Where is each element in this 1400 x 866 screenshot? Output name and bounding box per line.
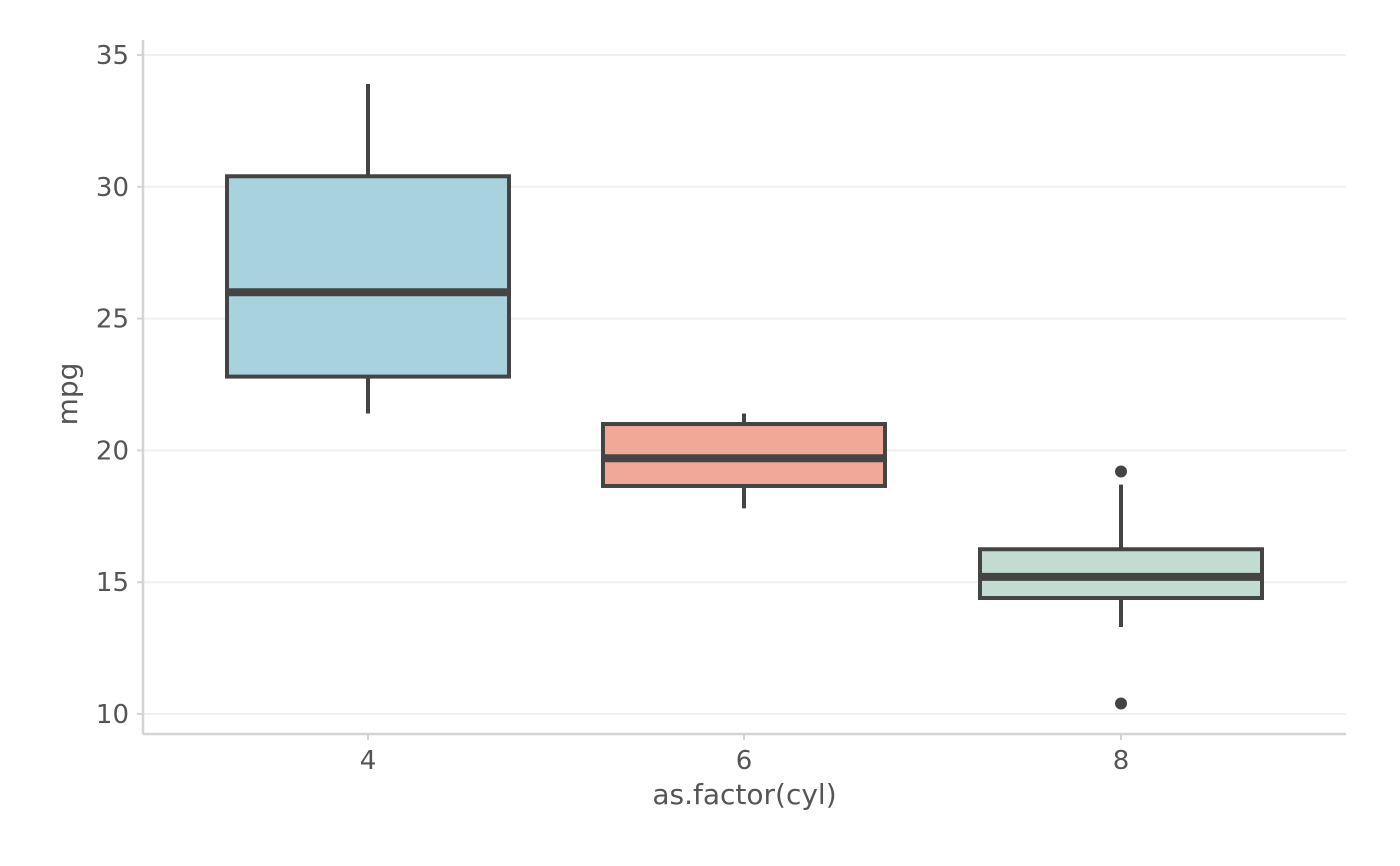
x-tick-label: 6 [736,746,753,776]
x-tick-label: 4 [360,746,377,776]
y-tick-label: 20 [96,436,129,466]
grid-lines [143,54,1346,715]
x-tick-label: 8 [1113,746,1130,776]
axes [137,40,1346,740]
x-axis-title: as.factor(cyl) [652,778,836,811]
boxes [225,83,1264,710]
box-body [225,174,511,379]
box-4 [225,83,511,414]
y-tick-label: 30 [96,173,129,203]
outlier-point [1115,697,1127,710]
tick-labels: 10 15 20 25 30 35 4 6 8 [96,41,1129,776]
y-tick-label: 10 [96,700,129,730]
y-tick-label: 15 [96,568,129,598]
box-6 [601,413,887,509]
y-axis-title: mpg [51,363,84,426]
y-tick-label: 25 [96,305,129,335]
outlier-point [1115,465,1127,478]
y-tick-label: 35 [96,41,129,71]
box-8 [978,465,1264,710]
